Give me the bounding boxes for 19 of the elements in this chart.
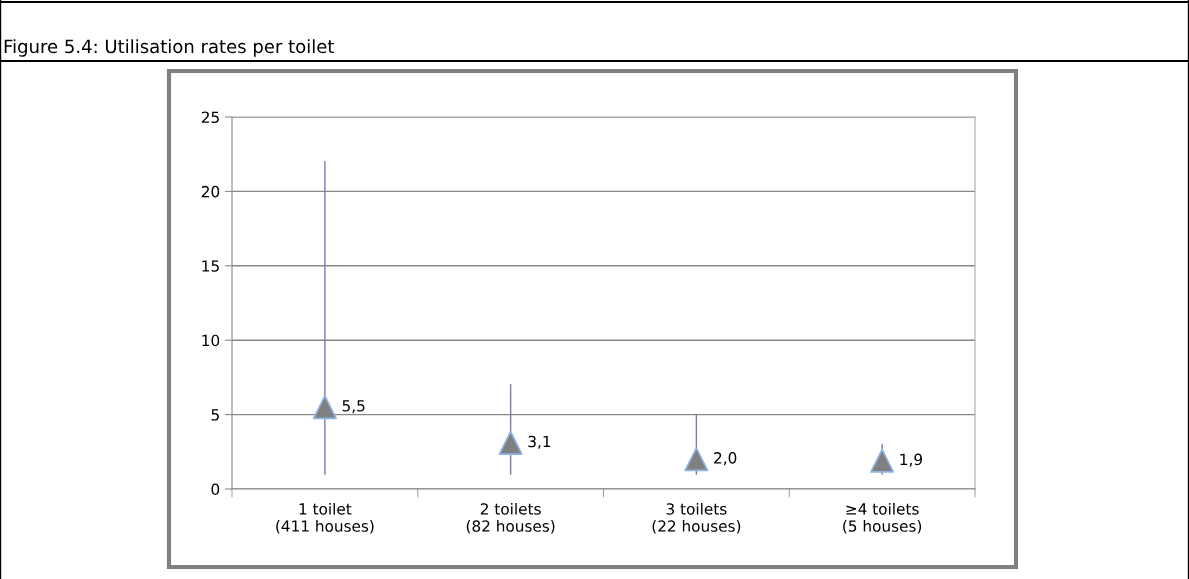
x-tick-label: 2 toilets (82 houses)	[466, 502, 555, 534]
chart-title: Figure 5.4: Utilisation rates per toilet	[4, 39, 335, 57]
x-tick-label: 3 toilets (22 houses)	[652, 502, 741, 534]
point	[498, 430, 523, 455]
y-tick-label: 15	[202, 260, 219, 272]
y-tick-label: 10	[202, 334, 220, 347]
data-label: 2,0	[714, 452, 737, 466]
y-tick-label: 25	[201, 111, 219, 124]
y-tick-label: 0	[211, 483, 220, 496]
x-tick-label: ≥4 toilets (5 houses)	[843, 502, 922, 534]
x-tick-label: 1 toilet (411 houses)	[276, 502, 374, 534]
y-tick-label: 20	[201, 185, 220, 198]
data-label: 3,1	[528, 435, 551, 449]
data-label: 1,9	[900, 453, 923, 467]
point	[870, 448, 895, 473]
y-tick-label: 5	[211, 409, 219, 421]
data-label: 5,5	[342, 400, 365, 414]
point	[312, 395, 337, 420]
point	[684, 447, 709, 472]
